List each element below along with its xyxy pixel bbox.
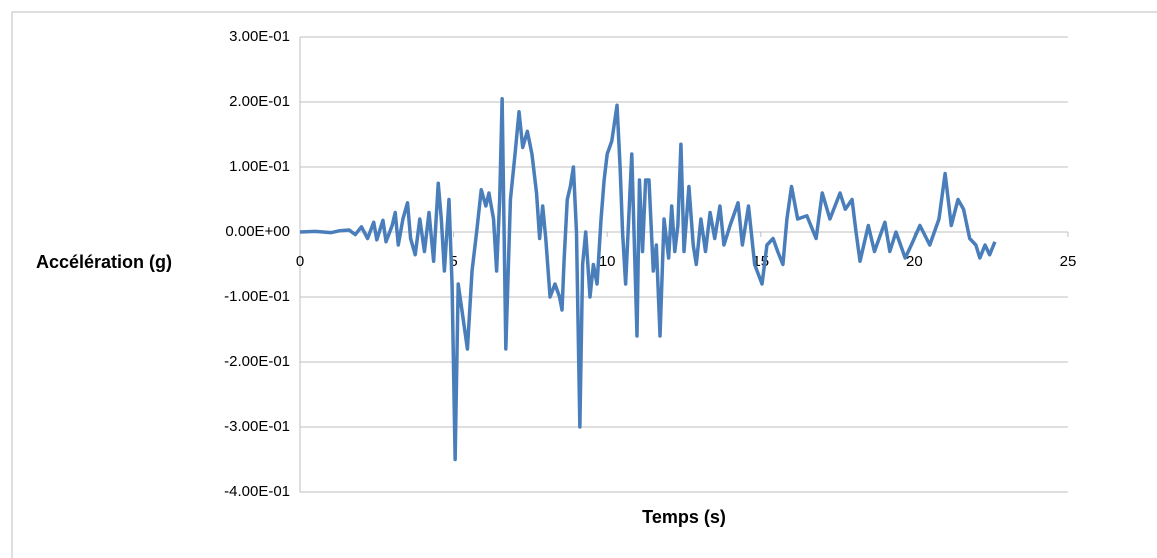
x-tick-label: 25 [1060, 253, 1077, 270]
y-tick-label: -2.00E-01 [224, 353, 290, 370]
y-axis-title: Accélération (g) [36, 252, 172, 272]
y-tick-label: -1.00E-01 [224, 288, 290, 305]
y-tick-label: 2.00E-01 [229, 93, 290, 110]
data-line [299, 97, 997, 462]
x-tick-label: 5 [449, 253, 457, 270]
y-tick-label: 1.00E-01 [229, 158, 290, 175]
y-tick-label: -3.00E-01 [224, 418, 290, 435]
y-tick-label: 0.00E+00 [225, 223, 290, 240]
x-axis-title: Temps (s) [642, 507, 726, 527]
chart-border [11, 11, 1157, 558]
y-tick-label: 3.00E-01 [229, 28, 290, 45]
y-tick-label: -4.00E-01 [224, 483, 290, 500]
x-tick-label: 10 [599, 253, 616, 270]
x-tick-label: 0 [296, 253, 304, 270]
x-tick-label: 20 [906, 253, 923, 270]
